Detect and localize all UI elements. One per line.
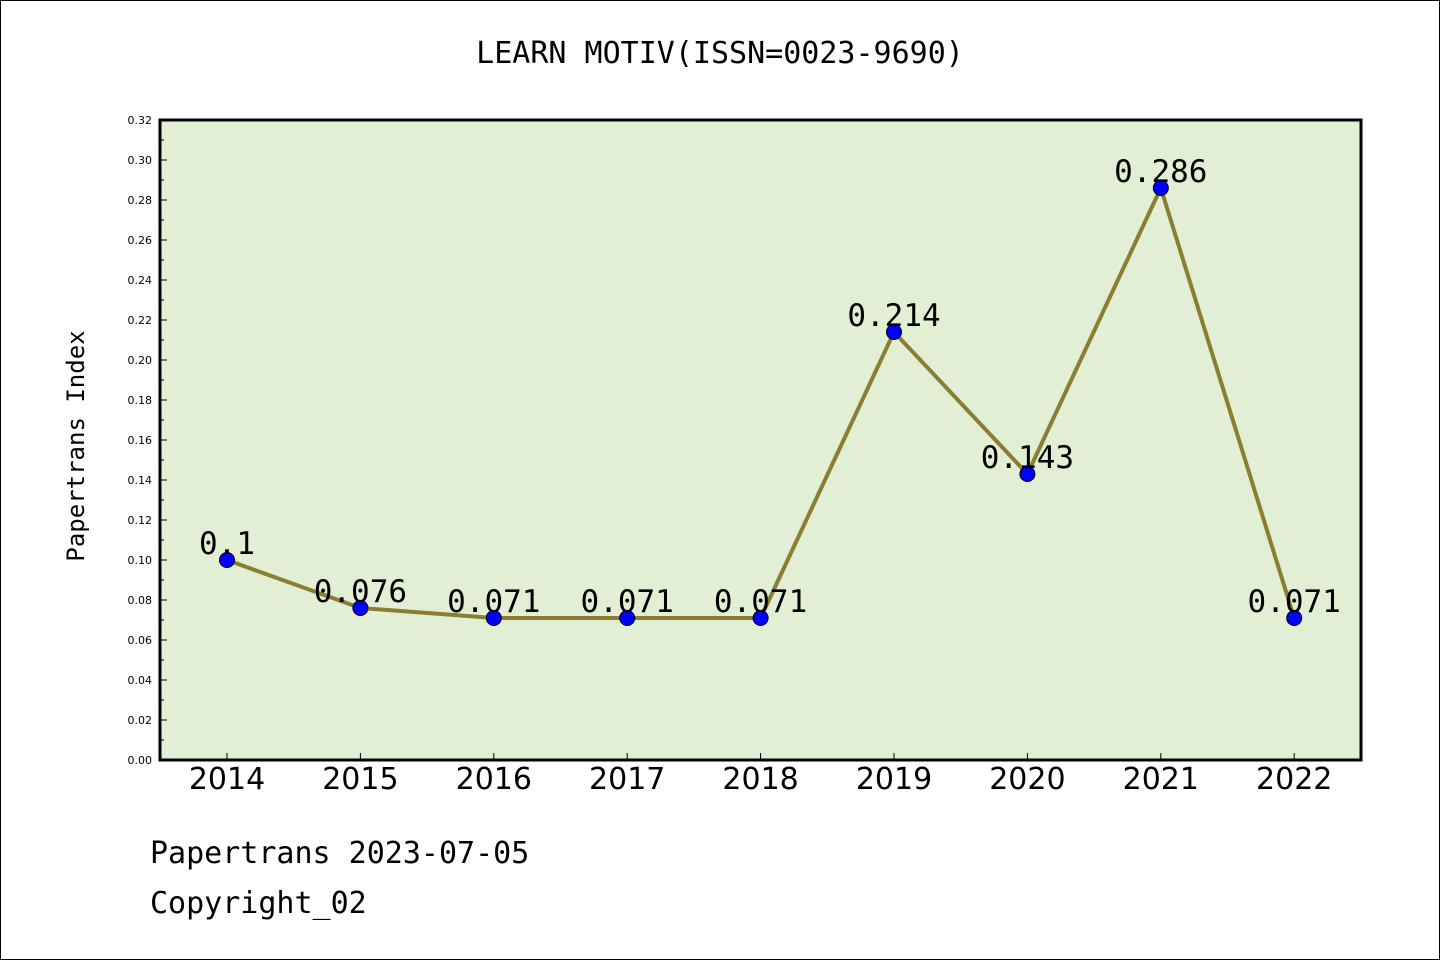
y-tick-label: 0.16: [128, 434, 153, 447]
y-axis-label: Papertrans Index: [62, 330, 90, 561]
x-tick-label: 2020: [989, 762, 1065, 797]
y-tick-label: 0.04: [128, 674, 153, 687]
x-tick-label: 2016: [456, 762, 532, 797]
y-tick-label: 0.32: [128, 114, 153, 127]
x-tick-label: 2018: [722, 762, 798, 797]
data-label: 0.071: [581, 584, 674, 620]
y-tick-label: 0.20: [128, 354, 153, 367]
x-tick-label: 2017: [589, 762, 665, 797]
data-point: [1019, 466, 1036, 482]
plot-area: [160, 120, 1361, 760]
x-tick-label: 2015: [322, 762, 398, 797]
data-point: [485, 610, 502, 626]
data-point: [1152, 180, 1169, 196]
data-point: [352, 600, 369, 616]
data-label: 0.071: [714, 584, 807, 620]
data-label: 0.071: [447, 584, 540, 620]
y-tick-label: 0.08: [128, 594, 153, 607]
y-tick-label: 0.10: [128, 554, 153, 567]
y-tick-label: 0.06: [128, 634, 153, 647]
data-point: [219, 552, 235, 568]
data-point: [619, 610, 636, 626]
y-tick-label: 0.18: [128, 394, 153, 407]
data-label: 0.214: [847, 298, 940, 334]
y-tick-label: 0.24: [128, 274, 153, 287]
y-tick-label: 0.02: [128, 714, 153, 727]
data-label: 0.1: [199, 526, 255, 562]
data-label: 0.143: [981, 440, 1074, 476]
x-tick-label: 2022: [1256, 762, 1332, 797]
x-tick-label: 2019: [856, 762, 932, 797]
x-tick-label: 2014: [189, 762, 265, 797]
y-tick-label: 0.14: [128, 474, 153, 487]
data-label: 0.071: [1248, 584, 1341, 620]
data-point: [1286, 610, 1303, 626]
y-tick-label: 0.00: [128, 754, 153, 767]
y-tick-label: 0.12: [128, 514, 153, 527]
y-tick-label: 0.22: [128, 314, 153, 327]
y-tick-label: 0.30: [128, 154, 153, 167]
y-tick-label: 0.28: [128, 194, 153, 207]
data-point: [886, 324, 902, 340]
data-label: 0.286: [1114, 154, 1207, 190]
data-label: 0.076: [314, 574, 407, 610]
plot-border: [158, 118, 1363, 762]
footer-date: Papertrans 2023-07-05: [150, 836, 530, 871]
footer-copyright: Copyright_02: [150, 886, 367, 921]
chart-title: LEARN MOTIV(ISSN=0023-9690): [476, 36, 964, 71]
data-point: [752, 610, 769, 626]
y-tick-label: 0.26: [128, 234, 153, 247]
x-tick-label: 2021: [1123, 762, 1199, 797]
